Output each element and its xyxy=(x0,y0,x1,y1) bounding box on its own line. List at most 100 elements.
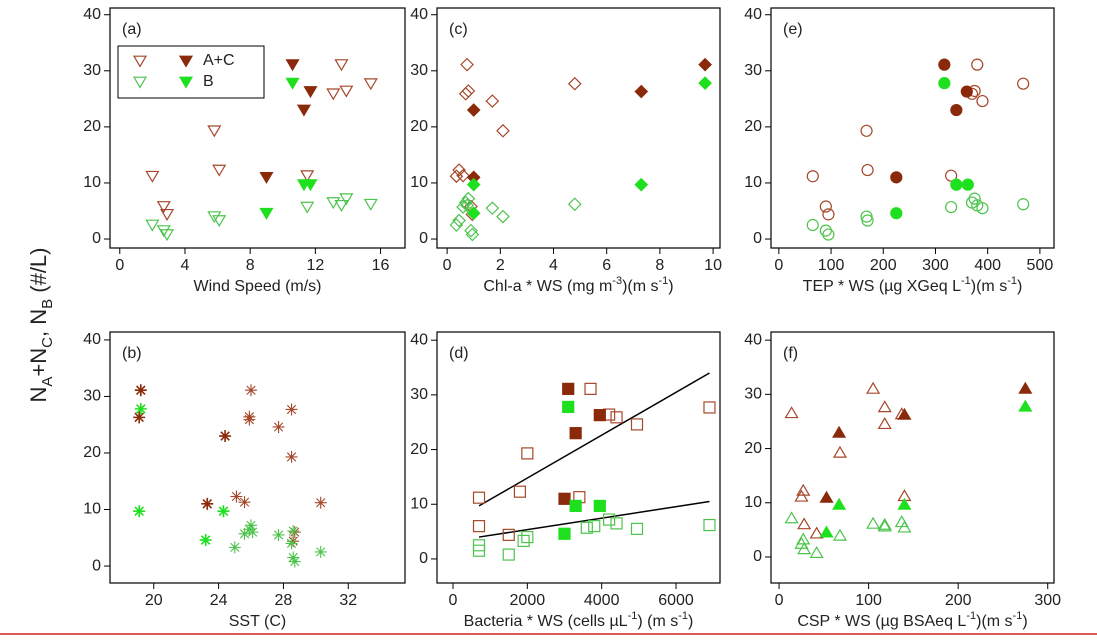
x-tick-label: 0 xyxy=(115,257,124,274)
x-tick-label: 10 xyxy=(704,257,722,274)
x-axis-label: Bacteria * WS (cells µL-1) (m s-1) xyxy=(464,610,694,630)
x-tick-label: 4 xyxy=(181,257,190,274)
label-part: ) xyxy=(688,613,693,630)
y-tick-label: 0 xyxy=(753,230,762,247)
panel: 0 10 20 30 40 0 4 8 12 16 Wind Speed (m/s) (a) A+C B xyxy=(83,6,406,295)
legend-marker xyxy=(178,55,194,68)
superscript: -3 xyxy=(612,275,622,287)
panel-label: (c) xyxy=(449,21,468,38)
legend-marker xyxy=(178,76,194,89)
x-tick-label: 200 xyxy=(870,257,897,274)
y-tick-label: 40 xyxy=(83,331,101,348)
marker xyxy=(960,85,973,98)
marker xyxy=(133,505,146,518)
marker xyxy=(246,526,259,539)
x-tick-label: 0 xyxy=(775,592,784,609)
y-tick-label: 10 xyxy=(410,174,428,191)
marker xyxy=(296,104,311,117)
marker xyxy=(797,517,812,530)
y-tick-label: 40 xyxy=(410,6,428,23)
marker xyxy=(134,384,147,397)
marker xyxy=(159,229,175,242)
marker xyxy=(968,192,981,205)
fit-line xyxy=(478,372,710,507)
marker xyxy=(567,76,582,91)
x-tick-label: 100 xyxy=(855,592,882,609)
marker xyxy=(339,193,354,206)
marker xyxy=(890,171,903,184)
x-tick-label: 2 xyxy=(496,257,505,274)
superscript: -1 xyxy=(678,610,688,622)
marker xyxy=(794,489,809,502)
marker xyxy=(784,511,799,524)
y-tick-label: 0 xyxy=(419,550,428,567)
label-part: ) (m s xyxy=(637,613,678,630)
marker xyxy=(832,497,847,510)
plot-frame xyxy=(436,331,721,584)
marker xyxy=(456,200,470,214)
y-tick-label: 40 xyxy=(744,6,762,23)
marker xyxy=(472,520,486,533)
x-tick-label: 0 xyxy=(449,592,458,609)
marker xyxy=(562,382,575,395)
label-part: SST (C) xyxy=(229,613,286,630)
marker xyxy=(809,526,824,539)
panel-label: (e) xyxy=(783,21,803,38)
marker xyxy=(832,425,847,438)
label-part: )(m s xyxy=(971,278,1007,295)
subscript: A xyxy=(39,377,56,387)
marker xyxy=(703,401,716,414)
marker xyxy=(513,485,526,498)
marker xyxy=(452,213,466,228)
x-tick-label: 8 xyxy=(246,257,255,274)
marker xyxy=(502,548,515,561)
marker xyxy=(861,163,874,177)
marker xyxy=(464,223,478,238)
marker xyxy=(300,170,315,183)
marker xyxy=(287,524,300,537)
marker xyxy=(822,208,835,221)
marker xyxy=(569,499,582,512)
legend-box xyxy=(117,45,265,99)
marker xyxy=(521,530,534,544)
marker xyxy=(334,59,349,72)
y-tick-label: 0 xyxy=(419,230,428,247)
y-tick-label: 10 xyxy=(83,174,101,191)
marker xyxy=(134,402,147,415)
plot-frame xyxy=(109,7,406,249)
marker xyxy=(897,497,912,510)
x-tick-label: 16 xyxy=(372,257,390,274)
marker xyxy=(866,381,881,394)
panel: 0 10 20 30 40 20 24 28 32 SST (C) (b) xyxy=(83,331,406,630)
marker xyxy=(897,520,912,533)
x-tick-label: 12 xyxy=(306,257,324,274)
marker xyxy=(460,198,474,213)
y-tick-label: 20 xyxy=(410,118,428,135)
marker xyxy=(796,483,811,496)
y-tick-label: 30 xyxy=(744,62,762,79)
y-tick-label: 30 xyxy=(410,386,428,403)
x-tick-label: 300 xyxy=(922,257,949,274)
marker xyxy=(521,447,534,460)
marker xyxy=(797,542,812,555)
y-tick-label: 0 xyxy=(753,548,762,565)
marker xyxy=(285,59,300,72)
marker xyxy=(285,77,300,90)
marker xyxy=(288,555,301,568)
x-tick-label: 4000 xyxy=(584,592,620,609)
label-part: TEP * WS (µg XGeq L xyxy=(803,278,961,295)
marker xyxy=(945,200,958,214)
marker xyxy=(461,191,476,206)
marker xyxy=(259,207,274,220)
label-part: )(m s xyxy=(622,278,658,295)
marker xyxy=(610,517,623,530)
superscript: -1 xyxy=(1013,610,1023,622)
marker xyxy=(219,430,232,443)
label-part: Wind Speed (m/s) xyxy=(193,278,321,295)
x-tick-label: 24 xyxy=(210,592,228,609)
marker xyxy=(230,490,243,503)
label-part: Chl-a * WS (mg m xyxy=(483,278,612,295)
